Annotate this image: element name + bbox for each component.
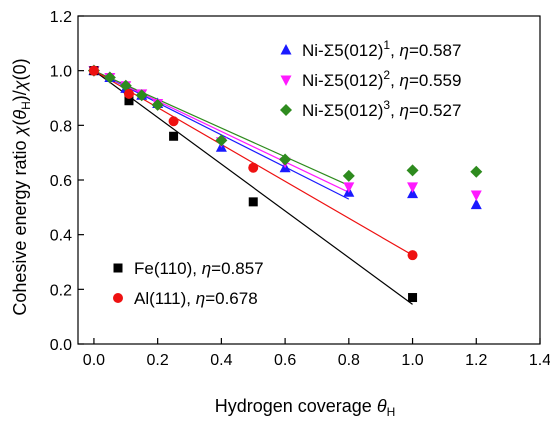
point-ni3 bbox=[215, 134, 228, 147]
fit-line-ni3 bbox=[93, 70, 350, 187]
x-tick-label: 0.4 bbox=[210, 352, 232, 369]
point-ni1 bbox=[470, 198, 482, 210]
point-al bbox=[88, 65, 99, 76]
point-ni3 bbox=[342, 169, 355, 182]
y-tick-label: 0.8 bbox=[50, 118, 72, 135]
y-tick-label: 0.4 bbox=[50, 228, 72, 245]
point-ni2 bbox=[470, 190, 482, 202]
x-tick-label: 1.2 bbox=[465, 352, 487, 369]
point-al bbox=[123, 88, 134, 99]
legend-entry-ni1: Ni-Σ5(012)1, η=0.587 bbox=[280, 38, 461, 60]
y-tick-label: 1.0 bbox=[50, 64, 72, 81]
point-ni3 bbox=[151, 98, 164, 111]
x-tick-label: 0.6 bbox=[274, 352, 296, 369]
point-ni2 bbox=[343, 182, 355, 193]
point-al bbox=[248, 162, 259, 173]
point-fe bbox=[248, 197, 258, 207]
x-axis-title: Hydrogen coverage θH bbox=[215, 396, 396, 419]
y-axis-title: Cohesive energy ratio χ(θH)/χ(0) bbox=[10, 58, 33, 315]
legend-label-ni1: Ni-Σ5(012)1, η=0.587 bbox=[302, 38, 461, 60]
point-ni3 bbox=[119, 79, 132, 92]
x-tick-label: 0.0 bbox=[83, 352, 105, 369]
legend-entry-fe: Fe(110), η=0.857 bbox=[113, 259, 264, 278]
data-points bbox=[87, 64, 483, 303]
x-tick-label: 1.4 bbox=[529, 352, 550, 369]
legend-label-ni3: Ni-Σ5(012)3, η=0.527 bbox=[302, 98, 461, 120]
legend: Ni-Σ5(012)1, η=0.587 Ni-Σ5(012)2, η=0.559… bbox=[113, 38, 461, 308]
y-tick-label: 0.2 bbox=[50, 282, 72, 299]
point-ni3 bbox=[470, 165, 483, 178]
point-fe bbox=[124, 96, 134, 106]
legend-label-fe: Fe(110), η=0.857 bbox=[134, 259, 264, 278]
fit-line-fe bbox=[93, 70, 413, 305]
legend-marker-al bbox=[113, 293, 123, 303]
legend-marker-ni2 bbox=[280, 75, 292, 86]
y-tick-label: 0.0 bbox=[50, 337, 72, 354]
legend-label-ni2: Ni-Σ5(012)2, η=0.559 bbox=[302, 68, 461, 90]
point-al bbox=[407, 250, 418, 261]
point-ni3 bbox=[103, 71, 116, 84]
fit-line-ni2 bbox=[93, 70, 350, 193]
legend-entry-ni2: Ni-Σ5(012)2, η=0.559 bbox=[280, 68, 461, 90]
legend-entry-ni3: Ni-Σ5(012)3, η=0.527 bbox=[280, 98, 461, 120]
legend-marker-fe bbox=[113, 263, 123, 273]
x-tick-label: 0.8 bbox=[338, 352, 360, 369]
y-tick-label: 0.6 bbox=[50, 173, 72, 190]
point-al bbox=[168, 116, 179, 127]
x-tick-label: 1.0 bbox=[401, 352, 423, 369]
point-fe bbox=[169, 131, 179, 141]
y-tick-label: 1.2 bbox=[50, 9, 72, 26]
point-ni2 bbox=[407, 182, 419, 193]
point-ni3 bbox=[279, 153, 292, 166]
legend-marker-ni3 bbox=[280, 104, 292, 116]
point-fe bbox=[408, 293, 418, 303]
point-ni3 bbox=[406, 164, 419, 177]
x-tick-label: 0.2 bbox=[147, 352, 169, 369]
point-ni3 bbox=[135, 89, 148, 102]
legend-label-al: Al(111), η=0.678 bbox=[134, 289, 258, 308]
legend-entry-al: Al(111), η=0.678 bbox=[113, 289, 258, 308]
legend-marker-ni1 bbox=[280, 44, 292, 55]
point-ni1 bbox=[407, 187, 419, 199]
axes: 0.0 0.2 0.4 0.6 0.8 1.0 1.2 1.4 0.0 0.2 0.4 0.6 0.8 1… bbox=[50, 9, 550, 369]
series-al bbox=[88, 65, 418, 261]
